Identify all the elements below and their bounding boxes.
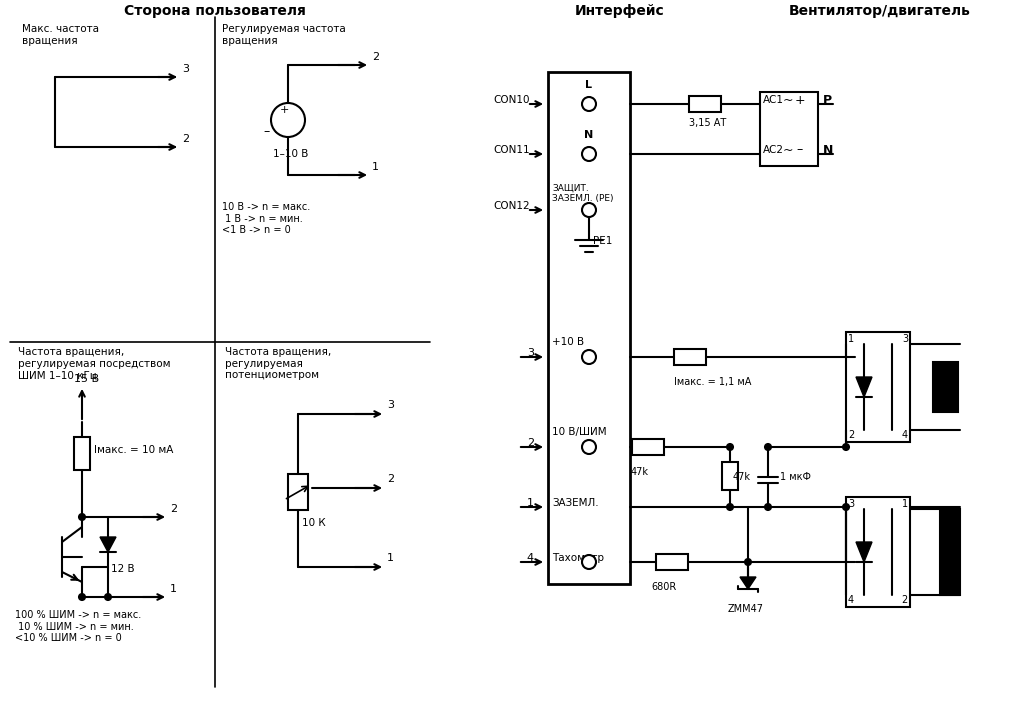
Text: 3: 3: [902, 334, 908, 344]
Text: +10 В: +10 В: [552, 337, 584, 347]
Text: N: N: [823, 143, 834, 157]
Text: 1–10 В: 1–10 В: [273, 149, 308, 159]
Text: CON11: CON11: [493, 145, 529, 155]
Text: 2: 2: [848, 430, 854, 440]
Bar: [656, 554, 688, 570]
Circle shape: [105, 594, 111, 600]
Bar: [846, 497, 910, 607]
Text: ZMM47: ZMM47: [728, 604, 764, 614]
Text: 680R: 680R: [651, 582, 677, 592]
Text: Вентилятор/двигатель: Вентилятор/двигатель: [790, 4, 971, 18]
Text: ЗАЗЕМЛ.: ЗАЗЕМЛ.: [552, 498, 599, 508]
Text: 4: 4: [902, 430, 908, 440]
Text: L: L: [586, 80, 593, 90]
Text: AC1: AC1: [763, 95, 784, 105]
Text: Регулируемая частота
вращения: Регулируемая частота вращения: [222, 24, 346, 46]
Text: +: +: [280, 105, 290, 115]
Bar: [674, 349, 706, 365]
Text: 12 В: 12 В: [111, 564, 134, 574]
Text: 100 % ШИМ -> n = макс.
 10 % ШИМ -> n = мин.
<10 % ШИМ -> n = 0: 100 % ШИМ -> n = макс. 10 % ШИМ -> n = м…: [15, 610, 141, 643]
Text: Тахометр: Тахометр: [552, 553, 604, 563]
Circle shape: [843, 504, 849, 510]
Text: 2: 2: [170, 504, 177, 514]
Circle shape: [582, 97, 596, 111]
Text: 10 В/ШИМ: 10 В/ШИМ: [552, 427, 606, 437]
Circle shape: [79, 594, 85, 600]
Text: AC2: AC2: [763, 145, 784, 155]
Bar: [689, 96, 721, 112]
Bar: [632, 439, 664, 455]
Circle shape: [745, 559, 751, 565]
Polygon shape: [856, 542, 872, 562]
Polygon shape: [100, 537, 116, 552]
Text: 1: 1: [372, 162, 379, 172]
Text: Частота вращения,
регулируемая
потенциометром: Частота вращения, регулируемая потенциом…: [225, 347, 331, 380]
Text: 3,15 АТ: 3,15 АТ: [689, 118, 726, 128]
Bar: [74, 437, 90, 470]
Text: ЗАЩИТ.
ЗАЗЕМЛ. (PE): ЗАЩИТ. ЗАЗЕМЛ. (PE): [552, 184, 613, 204]
Bar: [940, 509, 961, 595]
Bar: [288, 474, 308, 510]
Text: ~: ~: [782, 143, 794, 157]
Text: P: P: [823, 93, 833, 107]
Text: +: +: [795, 93, 805, 107]
Circle shape: [765, 504, 771, 510]
Text: 4: 4: [527, 553, 534, 563]
Circle shape: [582, 203, 596, 217]
Text: ~: ~: [782, 93, 794, 107]
Text: 2: 2: [527, 438, 534, 448]
Text: Iмакс. = 1,1 мА: Iмакс. = 1,1 мА: [674, 377, 752, 387]
Polygon shape: [856, 377, 872, 397]
Text: 2: 2: [372, 52, 379, 62]
Text: 1: 1: [527, 498, 534, 508]
Circle shape: [582, 350, 596, 364]
Text: Частота вращения,
регулируемая посредством
ШИМ 1–10 кГц: Частота вращения, регулируемая посредств…: [18, 347, 171, 380]
Text: 2: 2: [902, 595, 908, 605]
Circle shape: [582, 147, 596, 161]
Circle shape: [843, 444, 849, 450]
Text: 1 мкФ: 1 мкФ: [780, 472, 811, 482]
Text: РЕ1: РЕ1: [593, 236, 612, 246]
Text: 3: 3: [387, 400, 394, 410]
Text: –: –: [797, 143, 803, 157]
Text: 3: 3: [527, 348, 534, 358]
Text: 2: 2: [182, 134, 189, 144]
Text: Iмакс. = 10 мА: Iмакс. = 10 мА: [94, 445, 173, 455]
Circle shape: [79, 514, 85, 520]
Circle shape: [727, 444, 733, 450]
Circle shape: [582, 555, 596, 569]
Polygon shape: [740, 577, 756, 589]
Text: 47k: 47k: [733, 472, 751, 482]
Text: 2: 2: [387, 474, 394, 484]
Text: 1: 1: [902, 499, 908, 509]
Circle shape: [727, 504, 733, 510]
Text: Макс. частота
вращения: Макс. частота вращения: [22, 24, 99, 46]
Text: Сторона пользователя: Сторона пользователя: [124, 4, 306, 18]
Text: 47k: 47k: [631, 467, 649, 477]
Text: N: N: [585, 130, 594, 140]
Text: –: –: [263, 125, 269, 138]
Text: 3: 3: [182, 64, 189, 74]
Bar: [760, 92, 818, 166]
Circle shape: [271, 103, 305, 137]
Text: 15 В: 15 В: [74, 374, 99, 384]
Text: 1: 1: [387, 553, 394, 563]
Text: 3: 3: [848, 499, 854, 509]
Text: 1: 1: [170, 584, 177, 594]
Bar: [722, 462, 738, 490]
Circle shape: [765, 444, 771, 450]
Text: 1: 1: [848, 334, 854, 344]
Text: 10 В -> n = макс.
 1 В -> n = мин.
<1 В -> n = 0: 10 В -> n = макс. 1 В -> n = мин. <1 В -…: [222, 202, 310, 235]
Text: 10 К: 10 К: [302, 518, 326, 528]
Text: 4: 4: [848, 595, 854, 605]
Text: CON12: CON12: [493, 201, 529, 211]
Circle shape: [582, 440, 596, 454]
Bar: [933, 362, 958, 412]
Bar: [548, 72, 630, 584]
Bar: [846, 332, 910, 442]
Text: Интерфейс: Интерфейс: [575, 4, 665, 18]
Text: CON10: CON10: [493, 95, 529, 105]
